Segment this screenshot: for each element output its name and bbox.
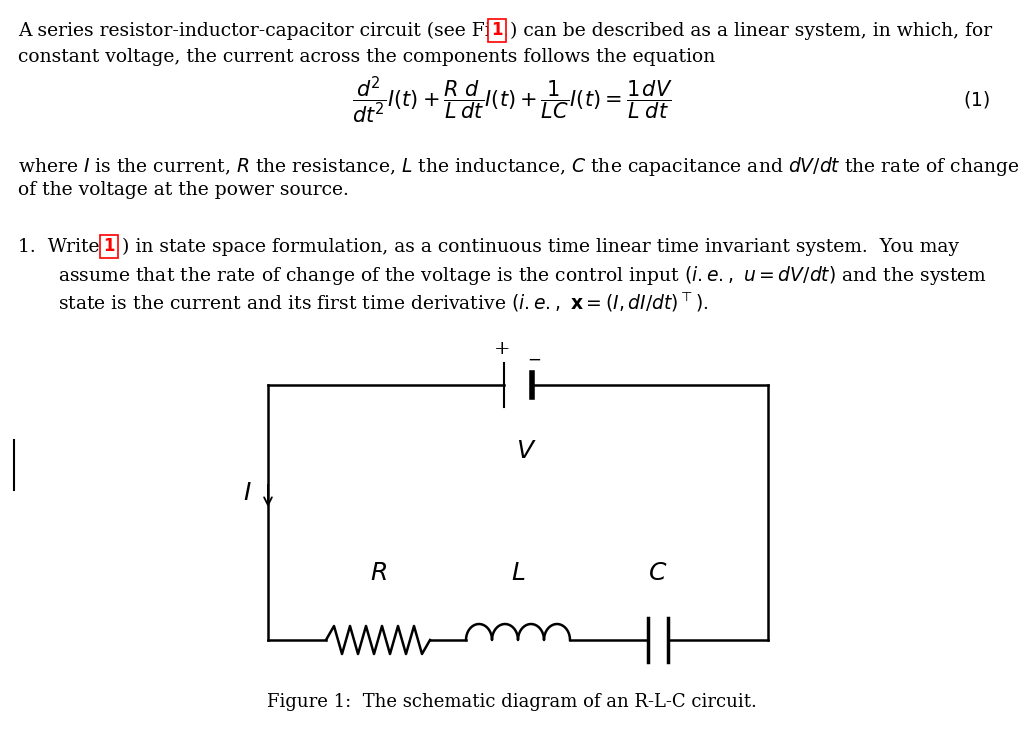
Text: +: +: [494, 340, 510, 358]
Text: where $I$ is the current, $R$ the resistance, $L$ the inductance, $C$ the capaci: where $I$ is the current, $R$ the resist…: [18, 155, 1020, 178]
Text: $L$: $L$: [511, 562, 525, 585]
Text: $-$: $-$: [527, 351, 541, 368]
Text: $(1)$: $(1)$: [964, 90, 990, 110]
Text: $V$: $V$: [516, 440, 537, 463]
Text: ) can be described as a linear system, in which, for: ) can be described as a linear system, i…: [510, 22, 992, 40]
Text: 1.  Write: 1. Write: [18, 238, 105, 256]
Text: assume that the rate of change of the voltage is the control input $(i.e.,\ u = : assume that the rate of change of the vo…: [58, 264, 987, 287]
Text: $\mathbf{1}$: $\mathbf{1}$: [490, 22, 504, 39]
Text: state is the current and its first time derivative $(i.e.,\ \mathbf{x} = (I, dI/: state is the current and its first time …: [58, 290, 709, 313]
Text: Figure 1:  The schematic diagram of an R-L-C circuit.: Figure 1: The schematic diagram of an R-…: [267, 693, 757, 711]
Text: constant voltage, the current across the components follows the equation: constant voltage, the current across the…: [18, 48, 715, 66]
Text: $\dfrac{d^2}{dt^2}I(t) + \dfrac{R}{L}\dfrac{d}{dt}I(t) + \dfrac{1}{LC}I(t) = \df: $\dfrac{d^2}{dt^2}I(t) + \dfrac{R}{L}\df…: [351, 74, 673, 126]
Text: $\mathbf{1}$: $\mathbf{1}$: [103, 238, 116, 255]
Text: ) in state space formulation, as a continuous time linear time invariant system.: ) in state space formulation, as a conti…: [122, 238, 959, 256]
Text: $R$: $R$: [370, 562, 386, 585]
Text: A series resistor-inductor-capacitor circuit (see Fig.: A series resistor-inductor-capacitor cir…: [18, 22, 514, 40]
Text: $C$: $C$: [648, 562, 668, 585]
Text: $I$: $I$: [244, 483, 252, 505]
Text: of the voltage at the power source.: of the voltage at the power source.: [18, 181, 349, 199]
